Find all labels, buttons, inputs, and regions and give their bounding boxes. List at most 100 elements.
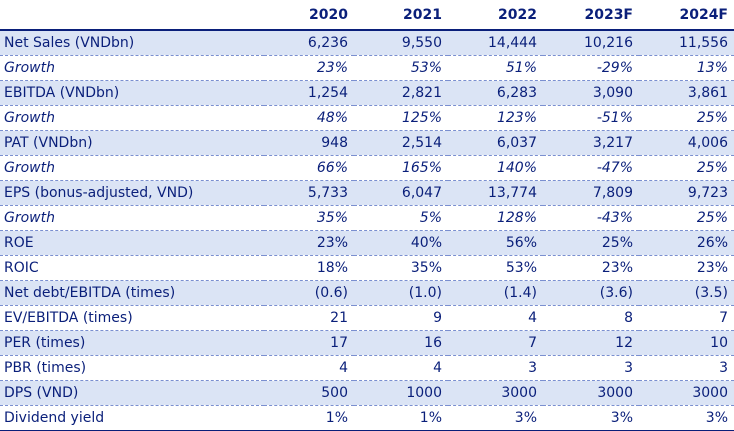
cell-value: 12	[543, 330, 639, 356]
cell-value: 53%	[448, 255, 543, 281]
header-row: 2020 2021 2022 2023F 2024F	[0, 0, 734, 31]
cell-value: 6,047	[354, 180, 448, 206]
cell-value: 40%	[354, 230, 448, 256]
cell-value: 18%	[264, 255, 354, 281]
cell-value: 6,236	[264, 30, 354, 56]
table-row: PER (times) 17 16 7 12 10	[0, 330, 734, 356]
cell-value: -29%	[543, 55, 639, 81]
cell-value: 23%	[639, 255, 734, 281]
cell-value: 25%	[543, 230, 639, 256]
cell-value: (3.6)	[543, 280, 639, 306]
table-row: PBR (times) 4 4 3 3 3	[0, 355, 734, 381]
table-row: EBITDA (VNDbn) 1,254 2,821 6,283 3,090 3,861	[0, 80, 734, 106]
row-label: ROE	[0, 230, 264, 256]
table-row: ROIC 18% 35% 53% 23% 23%	[0, 255, 734, 281]
row-label: Growth	[0, 55, 264, 81]
table-row: EV/EBITDA (times) 21 9 4 8 7	[0, 305, 734, 331]
cell-value: 125%	[354, 105, 448, 131]
table-row: Dividend yield 1% 1% 3% 3% 3%	[0, 405, 734, 431]
cell-value: 26%	[639, 230, 734, 256]
header-year: 2022	[448, 0, 543, 31]
cell-value: 10	[639, 330, 734, 356]
cell-value: 23%	[264, 55, 354, 81]
table-row: Growth 23% 53% 51% -29% 13%	[0, 55, 734, 81]
cell-value: 8	[543, 305, 639, 331]
cell-value: 56%	[448, 230, 543, 256]
cell-value: 66%	[264, 155, 354, 181]
cell-value: 35%	[354, 255, 448, 281]
cell-value: 3,217	[543, 130, 639, 156]
cell-value: 53%	[354, 55, 448, 81]
row-label: Dividend yield	[0, 405, 264, 431]
row-label: PBR (times)	[0, 355, 264, 381]
cell-value: -47%	[543, 155, 639, 181]
table-row: ROE 23% 40% 56% 25% 26%	[0, 230, 734, 256]
row-label: Net Sales (VNDbn)	[0, 30, 264, 56]
cell-value: -51%	[543, 105, 639, 131]
cell-value: 9,723	[639, 180, 734, 206]
cell-value: 3,090	[543, 80, 639, 106]
cell-value: 25%	[639, 205, 734, 231]
cell-value: 2,821	[354, 80, 448, 106]
header-corner	[0, 0, 264, 31]
table-row: EPS (bonus-adjusted, VND) 5,733 6,047 13,77…	[0, 180, 734, 206]
table-row: Net Sales (VNDbn) 6,236 9,550 14,444 10,216 1…	[0, 30, 734, 56]
cell-value: 3	[448, 355, 543, 381]
cell-value: 4	[264, 355, 354, 381]
cell-value: 1000	[354, 380, 448, 406]
cell-value: 16	[354, 330, 448, 356]
cell-value: 5,733	[264, 180, 354, 206]
cell-value: 23%	[543, 255, 639, 281]
cell-value: 4	[448, 305, 543, 331]
cell-value: 13%	[639, 55, 734, 81]
table-row: DPS (VND) 500 1000 3000 3000 3000	[0, 380, 734, 406]
cell-value: 3	[639, 355, 734, 381]
row-label: Net debt/EBITDA (times)	[0, 280, 264, 306]
row-label: EPS (bonus-adjusted, VND)	[0, 180, 264, 206]
header-year: 2024F	[639, 0, 734, 31]
header-year: 2020	[264, 0, 354, 31]
cell-value: (1.4)	[448, 280, 543, 306]
cell-value: 11,556	[639, 30, 734, 56]
cell-value: 3%	[543, 405, 639, 431]
table-row: Growth 66% 165% 140% -47% 25%	[0, 155, 734, 181]
cell-value: 140%	[448, 155, 543, 181]
table-body: Net Sales (VNDbn) 6,236 9,550 14,444 10,216 1…	[0, 30, 734, 431]
table-row: PAT (VNDbn) 948 2,514 6,037 3,217 4,006	[0, 130, 734, 156]
cell-value: 6,037	[448, 130, 543, 156]
cell-value: 3	[543, 355, 639, 381]
cell-value: 7,809	[543, 180, 639, 206]
row-label: PER (times)	[0, 330, 264, 356]
row-label: Growth	[0, 155, 264, 181]
row-label: Growth	[0, 205, 264, 231]
cell-value: 17	[264, 330, 354, 356]
row-label: DPS (VND)	[0, 380, 264, 406]
table-row: Growth 35% 5% 128% -43% 25%	[0, 205, 734, 231]
cell-value: 14,444	[448, 30, 543, 56]
cell-value: 9	[354, 305, 448, 331]
row-label: Growth	[0, 105, 264, 131]
cell-value: 6,283	[448, 80, 543, 106]
cell-value: 5%	[354, 205, 448, 231]
cell-value: 51%	[448, 55, 543, 81]
cell-value: 3000	[543, 380, 639, 406]
cell-value: 500	[264, 380, 354, 406]
cell-value: (0.6)	[264, 280, 354, 306]
table-row: Net debt/EBITDA (times) (0.6) (1.0) (1.4) (3…	[0, 280, 734, 306]
cell-value: 21	[264, 305, 354, 331]
row-label: ROIC	[0, 255, 264, 281]
cell-value: 48%	[264, 105, 354, 131]
row-label: PAT (VNDbn)	[0, 130, 264, 156]
cell-value: 35%	[264, 205, 354, 231]
cell-value: 3%	[639, 405, 734, 431]
cell-value: 3%	[448, 405, 543, 431]
cell-value: 3000	[639, 380, 734, 406]
cell-value: 128%	[448, 205, 543, 231]
cell-value: 23%	[264, 230, 354, 256]
header-year: 2023F	[543, 0, 639, 31]
cell-value: 123%	[448, 105, 543, 131]
cell-value: 25%	[639, 105, 734, 131]
header-year: 2021	[354, 0, 448, 31]
